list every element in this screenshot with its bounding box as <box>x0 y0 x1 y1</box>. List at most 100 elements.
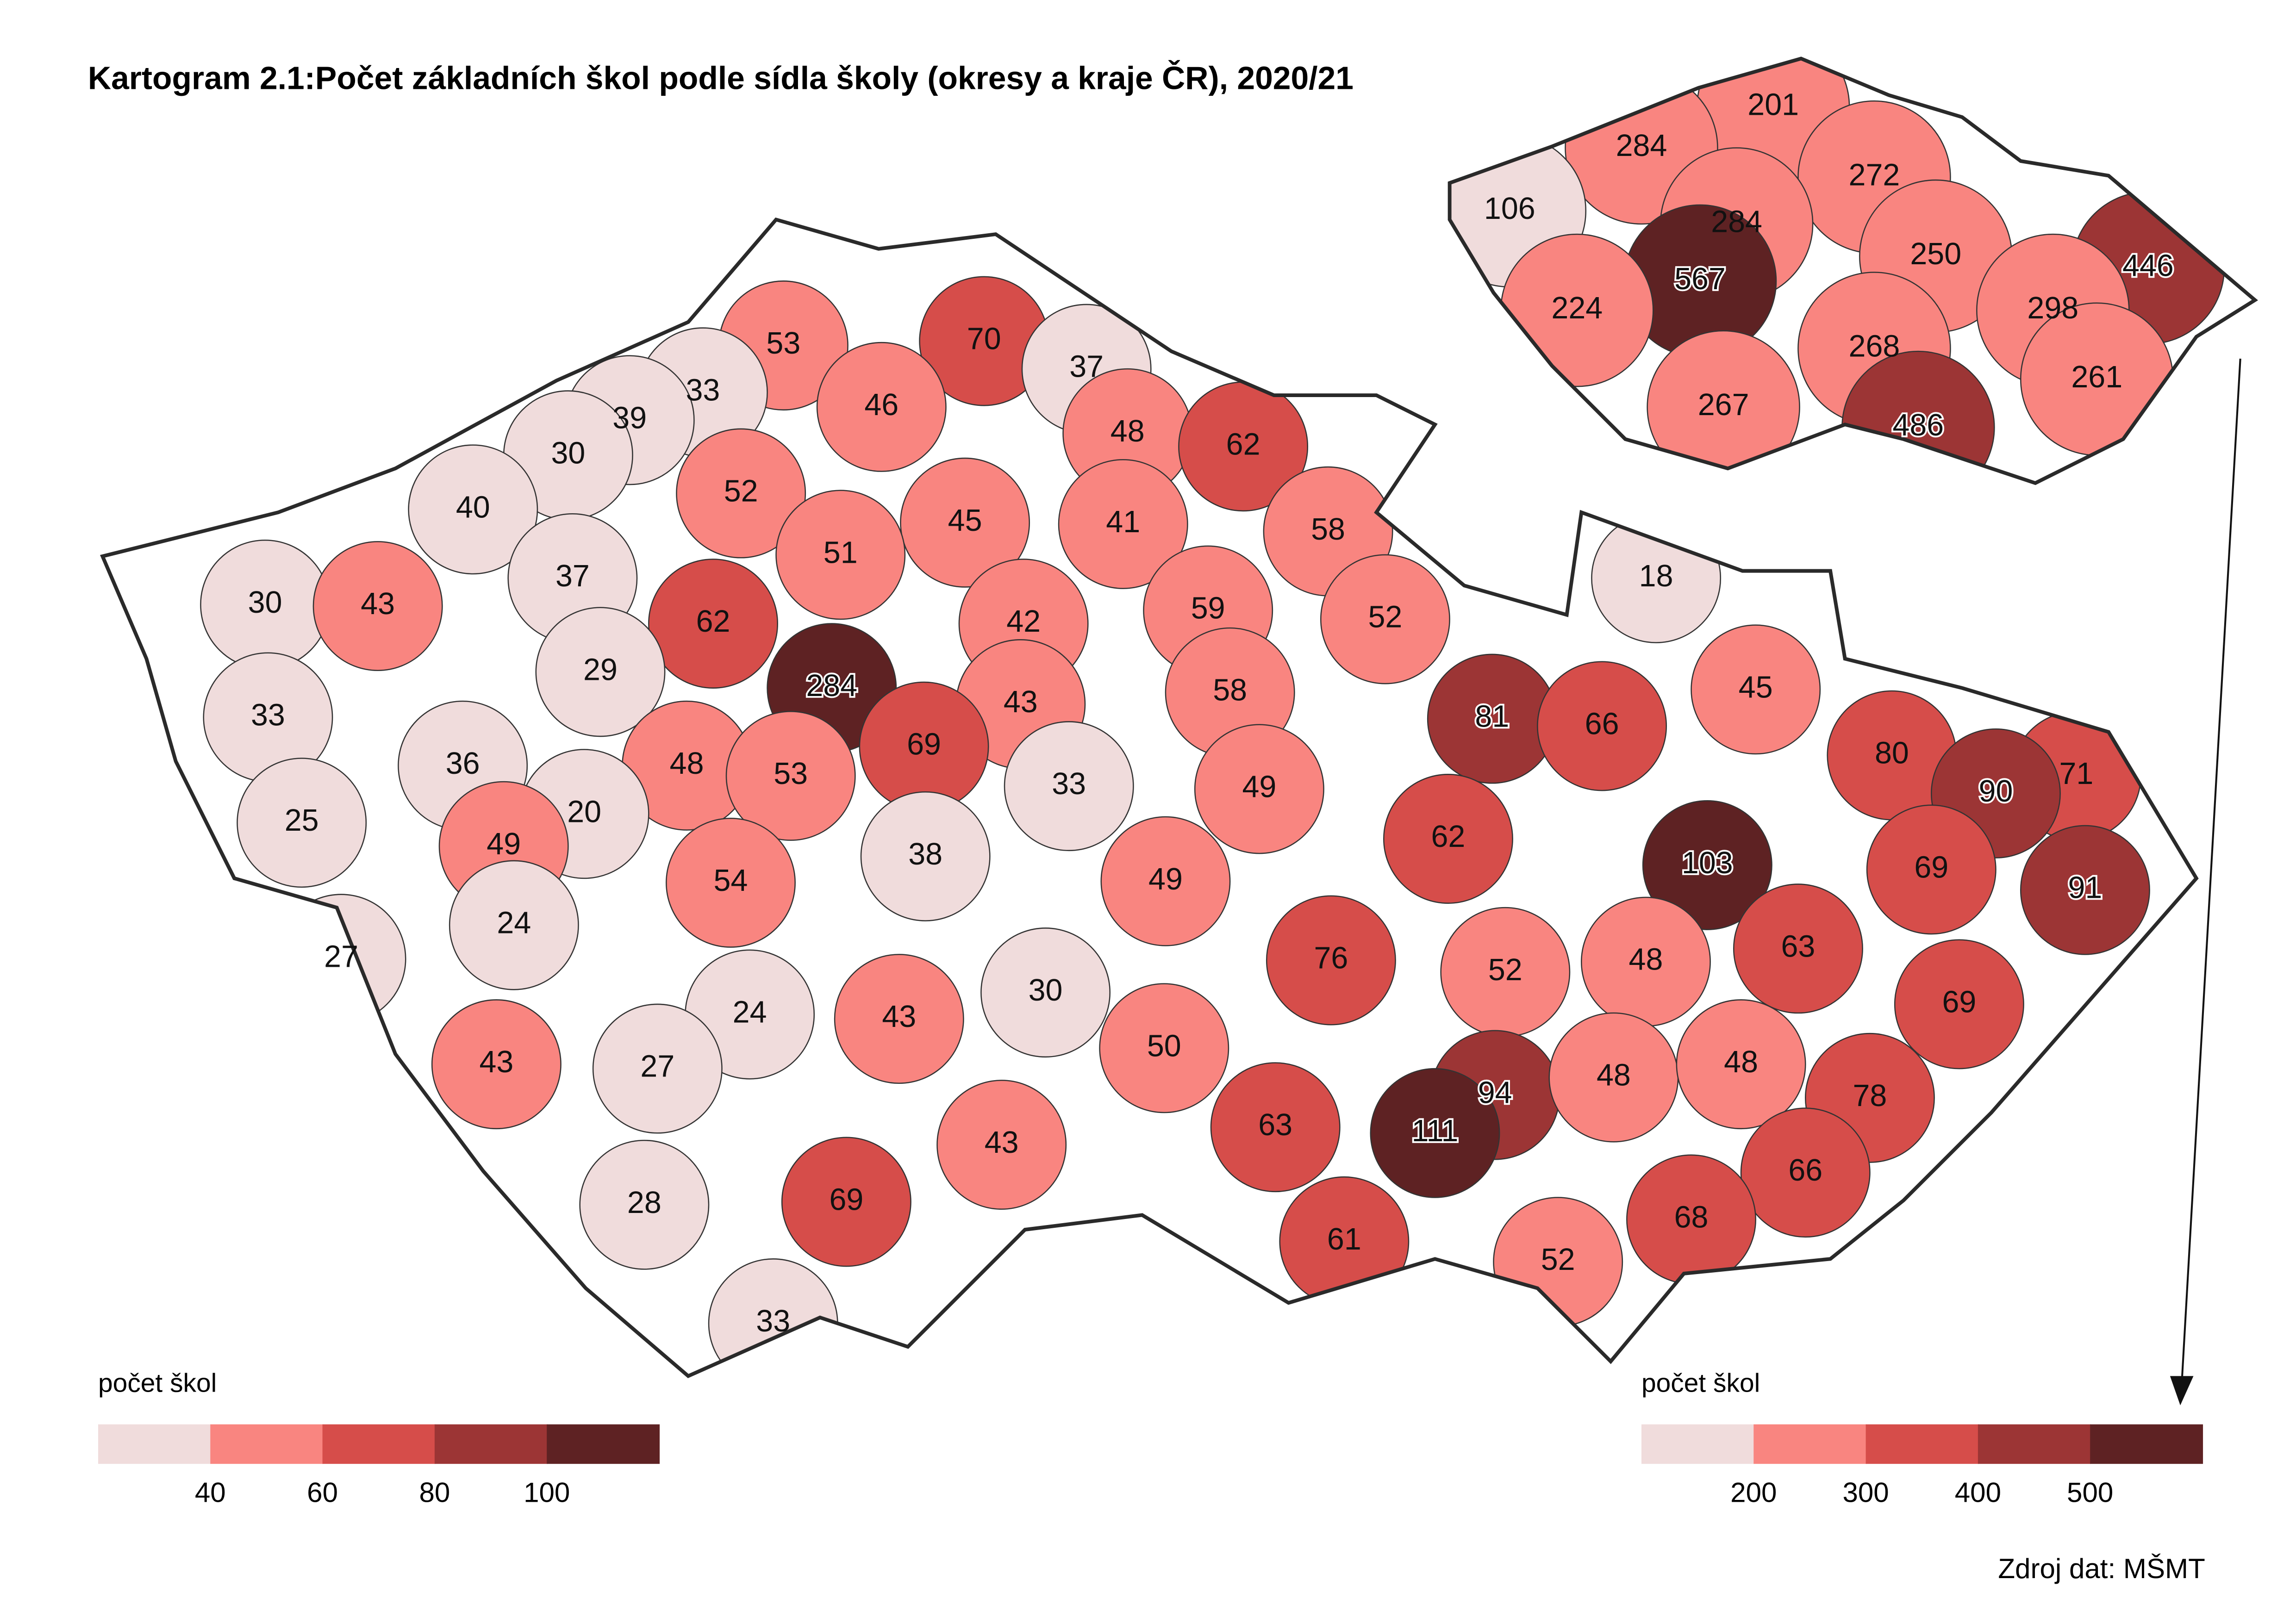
area-value: 69 <box>907 728 941 762</box>
area-value: 49 <box>1242 770 1276 804</box>
arrow-line <box>2181 358 2241 1384</box>
area-value: 27 <box>324 939 358 974</box>
area-value: 39 <box>612 401 647 435</box>
area-value: 69 <box>1942 985 1976 1019</box>
area-value: 24 <box>497 906 531 940</box>
area-value: 43 <box>361 587 395 621</box>
area <box>535 607 666 737</box>
area-value: 49 <box>1148 862 1183 896</box>
area <box>1894 939 2024 1070</box>
area-value: 66 <box>1585 707 1619 741</box>
area-value: 52 <box>1541 1243 1575 1277</box>
area-value: 43 <box>479 1045 513 1079</box>
legend-tick-label: 40 <box>195 1477 226 1508</box>
area-value: 267 <box>1698 388 1749 422</box>
area <box>775 490 906 620</box>
area-value: 33 <box>251 698 285 732</box>
area <box>1691 624 1821 755</box>
area-value: 53 <box>766 326 800 361</box>
area <box>237 758 367 888</box>
area <box>900 457 1030 588</box>
area-value: 81 <box>1475 700 1509 734</box>
source: Zdroj dat: MŠMT <box>1998 1553 2205 1584</box>
title: Kartogram 2.1:Počet základních škol podl… <box>88 59 1354 96</box>
area-value: 38 <box>908 837 942 871</box>
area-value: 48 <box>1111 414 1145 448</box>
area <box>1740 1107 1871 1238</box>
area <box>408 444 538 575</box>
area <box>980 927 1111 1058</box>
area-value: 62 <box>696 604 730 639</box>
area-value: 69 <box>1914 850 1948 884</box>
area <box>725 711 856 841</box>
legend-swatch <box>434 1424 548 1464</box>
area-value: 66 <box>1788 1153 1822 1188</box>
area-value: 30 <box>248 585 282 620</box>
area-value: 80 <box>1875 736 1909 771</box>
area-value: 51 <box>824 535 858 570</box>
area-value: 111 <box>1412 1114 1459 1148</box>
area-value: 284 <box>1711 205 1762 239</box>
area <box>592 1003 723 1134</box>
area-value: 272 <box>1849 158 1900 192</box>
area-value: 250 <box>1910 237 1961 271</box>
area-value: 25 <box>285 803 319 838</box>
area <box>431 999 562 1130</box>
area-value: 45 <box>948 504 982 538</box>
area-value: 37 <box>1069 350 1104 384</box>
area-value: 69 <box>829 1183 863 1217</box>
area <box>676 428 806 559</box>
area <box>1194 724 1324 854</box>
area <box>1004 721 1134 852</box>
area <box>1370 1068 1500 1198</box>
legend-tick-label: 200 <box>1730 1477 1777 1508</box>
area <box>2020 825 2150 955</box>
arrow-head <box>2170 1376 2194 1405</box>
legend-swatch <box>547 1424 660 1464</box>
area <box>1676 999 1806 1130</box>
area-value: 24 <box>733 995 767 1030</box>
area <box>1866 804 1997 935</box>
area-value: 54 <box>714 864 748 898</box>
area-value: 42 <box>1006 604 1041 639</box>
area-value: 261 <box>2071 360 2122 394</box>
area-value: 298 <box>2027 291 2078 325</box>
area <box>666 817 796 948</box>
area-value: 106 <box>1484 192 1535 226</box>
area-value: 567 <box>1674 262 1726 296</box>
area-value: 52 <box>724 474 758 509</box>
area <box>312 541 443 671</box>
area-value: 224 <box>1551 291 1603 325</box>
area <box>1266 895 1396 1026</box>
area-value: 33 <box>756 1304 790 1338</box>
legend-tick-label: 100 <box>524 1477 570 1508</box>
area-value: 78 <box>1853 1079 1887 1113</box>
area <box>579 1139 710 1270</box>
area-value: 486 <box>1892 408 1944 442</box>
area-value: 28 <box>627 1186 661 1220</box>
area-value: 268 <box>1849 329 1900 363</box>
area-value: 62 <box>1431 820 1466 854</box>
area <box>449 860 579 990</box>
area-value: 52 <box>1368 600 1402 634</box>
area <box>1320 554 1450 684</box>
area <box>1642 800 1772 930</box>
area-value: 29 <box>583 653 618 687</box>
area-value: 91 <box>2068 871 2102 905</box>
legend-swatch <box>1866 1424 1979 1464</box>
area-value: 33 <box>686 373 720 407</box>
area-value: 46 <box>864 388 898 422</box>
legend-swatch <box>1978 1424 2091 1464</box>
area <box>1647 330 1800 483</box>
area-value: 40 <box>456 490 490 524</box>
area <box>1537 661 1667 791</box>
area <box>1058 459 1188 589</box>
area <box>1099 983 1229 1113</box>
legend-title: počet škol <box>1641 1368 1760 1398</box>
area-value: 30 <box>551 436 585 470</box>
area-value: 201 <box>1747 87 1799 122</box>
area-value: 62 <box>1226 427 1260 461</box>
area <box>648 559 778 689</box>
area-value: 58 <box>1311 512 1345 547</box>
